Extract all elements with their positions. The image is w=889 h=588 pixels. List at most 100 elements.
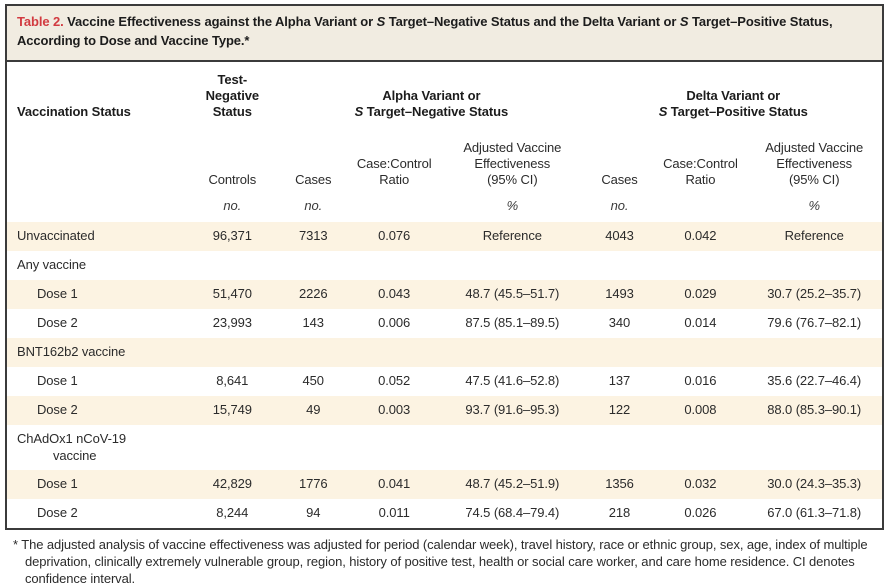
table-cell: 30.7 (25.2–35.7) (767, 286, 862, 302)
table-body: Unvaccinated 96,371 7313 0.076 Reference… (7, 222, 882, 529)
table-cell (655, 425, 747, 471)
row-label-cell: Dose 1 (7, 280, 186, 309)
header-row-groups: Vaccination Status Test- Negative Status… (7, 62, 882, 123)
table-cell: 1356 (605, 476, 634, 492)
table-cell: 96,371 (212, 228, 252, 244)
table-row-bnt-dose2: Dose 2 15,749 49 0.003 93.7 (91.6–95.3) … (7, 395, 882, 425)
table-cell (278, 425, 348, 471)
row-label-cell: Any vaccine (7, 251, 186, 280)
row-label: Dose 2 (37, 315, 78, 331)
column-header-ave-delta: Adjusted Vaccine Effectiveness (95% CI) (765, 139, 864, 188)
table-cell (348, 425, 440, 471)
table-cell: 88.0 (85.3–90.1) (767, 401, 862, 417)
table-cell: 67.0 (61.3–71.8) (767, 505, 862, 521)
table-cell: 87.5 (85.1–89.5) (465, 315, 560, 331)
table-cell: 42,829 (212, 476, 252, 492)
column-header-test-negative-status: Test- Negative Status (205, 71, 259, 120)
table-row-group-chadox1: ChAdOx1 nCoV-19 vaccine (7, 424, 882, 471)
table-cell: 0.006 (378, 315, 411, 331)
row-label: Dose 2 (37, 505, 78, 521)
vaccine-effectiveness-table: Vaccination Status Test- Negative Status… (7, 62, 882, 529)
table-cell: 49 (306, 401, 321, 417)
row-label: Dose 2 (37, 401, 78, 417)
table-cell: 0.042 (684, 228, 717, 244)
title-text-3: Target–Positive Status, (688, 14, 833, 29)
table-cell: 0.008 (684, 401, 717, 417)
table-cell (278, 251, 348, 280)
table-row-group-bnt162b2: BNT162b2 vaccine (7, 338, 882, 367)
alpha-group-italic-s: S (354, 104, 364, 120)
table-cell: 0.052 (378, 372, 411, 388)
title-text-1: Vaccine Effectiveness against the Alpha … (63, 14, 377, 29)
table-cell: 0.014 (684, 315, 717, 331)
table-cell: 0.041 (378, 476, 411, 492)
table-cell: 94 (306, 505, 321, 521)
delta-group-italic-s: S (658, 104, 668, 120)
table-cell: 8,244 (216, 505, 249, 521)
unit-spacer (348, 192, 440, 222)
row-label-cell: Unvaccinated (7, 222, 186, 251)
table-row-chad-dose2: Dose 2 8,244 94 0.011 74.5 (68.4–79.4) 2… (7, 499, 882, 529)
table-cell (585, 251, 655, 280)
row-label: Dose 1 (37, 372, 78, 388)
table-cell: 0.043 (378, 286, 411, 302)
table-cell: 450 (302, 372, 324, 388)
table-row-bnt-dose1: Dose 1 8,641 450 0.052 47.5 (41.6–52.8) … (7, 366, 882, 396)
table-row-unvaccinated: Unvaccinated 96,371 7313 0.076 Reference… (7, 222, 882, 252)
table-cell (746, 338, 882, 367)
row-label-cell: ChAdOx1 nCoV-19 vaccine (7, 425, 186, 471)
unit-spacer (7, 192, 186, 222)
delta-group-line2: Target–Positive Status (667, 104, 808, 120)
table-cell (440, 425, 584, 471)
table-cell (348, 338, 440, 367)
table-cell: 0.032 (684, 476, 717, 492)
row-label: BNT162b2 vaccine (17, 344, 126, 359)
table-number-label: Table 2. (17, 14, 64, 29)
table-cell: 30.0 (24.3–35.3) (767, 476, 862, 492)
table-cell: 122 (608, 401, 631, 417)
unit-ave-alpha: % (506, 198, 519, 214)
units-row: no. no. % no. % (7, 192, 882, 222)
alpha-group-line2: Target–Negative Status (363, 104, 509, 120)
row-label-cell: Dose 2 (7, 499, 186, 528)
table-cell: 74.5 (68.4–79.4) (465, 505, 560, 521)
table-cell: 340 (608, 315, 631, 331)
table-cell: 0.076 (378, 228, 411, 244)
column-header-controls: Controls (208, 172, 257, 188)
footnote: * The adjusted analysis of vaccine effec… (5, 530, 884, 588)
column-header-cases-delta: Cases (601, 172, 638, 188)
title-italic-s-2: S (679, 14, 689, 29)
table-cell: 15,749 (212, 401, 252, 417)
title-text-2: Target–Negative Status and the Delta Var… (385, 14, 680, 29)
table-cell: 143 (302, 315, 324, 331)
column-group-alpha: Alpha Variant or S Target–Negative Status (278, 62, 584, 123)
table-cell (746, 251, 882, 280)
table-cell: 1493 (605, 286, 634, 302)
column-header-ratio-alpha: Case:Control Ratio (356, 155, 432, 188)
column-header-ave-alpha: Adjusted Vaccine Effectiveness (95% CI) (463, 139, 562, 188)
table-cell: 0.029 (684, 286, 717, 302)
row-label-cell: Dose 1 (7, 470, 186, 499)
table-row-chad-dose1: Dose 1 42,829 1776 0.041 48.7 (45.2–51.9… (7, 470, 882, 500)
table-cell: 0.026 (684, 505, 717, 521)
column-header-ratio-delta: Case:Control Ratio (663, 155, 738, 188)
table-cell: Reference (784, 228, 844, 244)
column-header-vaccination-status: Vaccination Status (17, 104, 131, 120)
row-label: Any vaccine (17, 257, 86, 273)
table-cell: 79.6 (76.7–82.1) (767, 315, 862, 331)
table-cell: 93.7 (91.6–95.3) (465, 401, 560, 417)
delta-group-line1: Delta Variant or (686, 87, 781, 103)
table-header: Vaccination Status Test- Negative Status… (7, 62, 882, 223)
unit-controls: no. (223, 198, 242, 214)
row-label: Dose 1 (37, 286, 78, 302)
table-cell (186, 251, 278, 280)
table-cell (746, 425, 882, 471)
table-cell: 51,470 (212, 286, 252, 302)
unit-spacer (655, 192, 747, 222)
row-label-cell: Dose 2 (7, 396, 186, 425)
row-label-cell: BNT162b2 vaccine (7, 338, 186, 367)
table-cell (655, 338, 747, 367)
table-cell: 0.016 (684, 372, 717, 388)
unit-ave-delta: % (808, 198, 820, 214)
